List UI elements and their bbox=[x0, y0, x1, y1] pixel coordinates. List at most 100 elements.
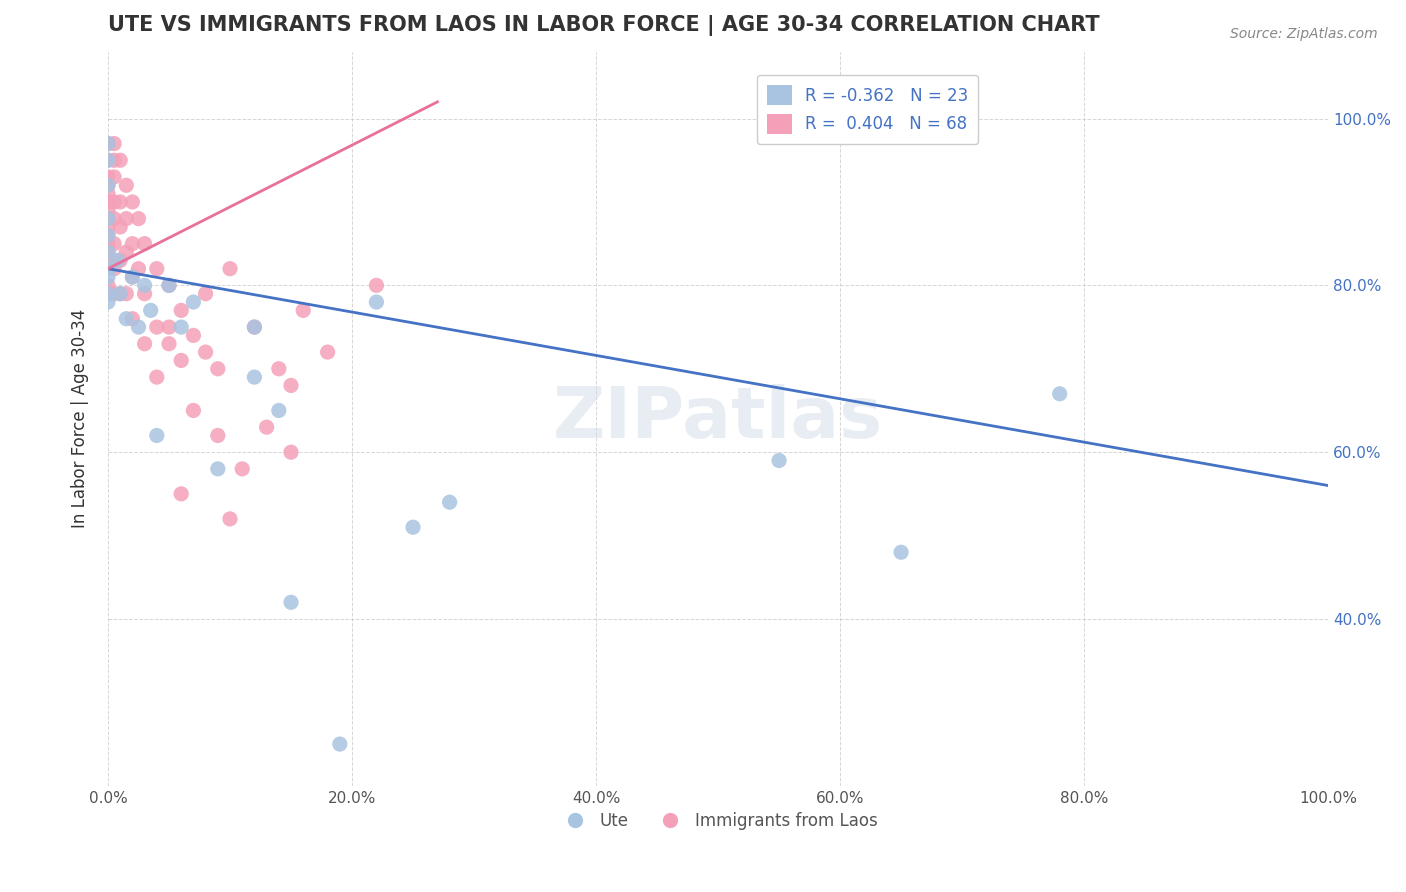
Point bbox=[243, 370, 266, 384]
Point bbox=[134, 336, 156, 351]
Point bbox=[267, 403, 290, 417]
Point bbox=[97, 261, 120, 276]
Point bbox=[1049, 386, 1071, 401]
Point bbox=[256, 420, 278, 434]
Point bbox=[207, 428, 229, 442]
Point bbox=[128, 211, 150, 226]
Point bbox=[97, 186, 120, 201]
Point bbox=[134, 278, 156, 293]
Point bbox=[97, 219, 120, 234]
Point bbox=[146, 320, 169, 334]
Point bbox=[97, 136, 120, 151]
Point bbox=[103, 261, 125, 276]
Point bbox=[108, 153, 131, 168]
Point bbox=[183, 403, 205, 417]
Point bbox=[280, 595, 302, 609]
Point bbox=[128, 261, 150, 276]
Point bbox=[103, 136, 125, 151]
Text: UTE VS IMMIGRANTS FROM LAOS IN LABOR FORCE | AGE 30-34 CORRELATION CHART: UTE VS IMMIGRANTS FROM LAOS IN LABOR FOR… bbox=[108, 15, 1099, 36]
Point bbox=[97, 278, 120, 293]
Point bbox=[170, 353, 193, 368]
Point bbox=[97, 153, 120, 168]
Legend: Ute, Immigrants from Laos: Ute, Immigrants from Laos bbox=[551, 805, 884, 836]
Point bbox=[108, 286, 131, 301]
Y-axis label: In Labor Force | Age 30-34: In Labor Force | Age 30-34 bbox=[72, 310, 89, 528]
Point bbox=[97, 228, 120, 243]
Point bbox=[97, 236, 120, 251]
Point bbox=[108, 253, 131, 268]
Point bbox=[329, 737, 352, 751]
Point bbox=[146, 370, 169, 384]
Point bbox=[97, 194, 120, 209]
Point bbox=[316, 345, 339, 359]
Point bbox=[157, 278, 180, 293]
Point bbox=[194, 286, 217, 301]
Point bbox=[97, 228, 120, 243]
Point bbox=[402, 520, 425, 534]
Point bbox=[97, 270, 120, 285]
Point bbox=[108, 286, 131, 301]
Point bbox=[134, 236, 156, 251]
Point bbox=[366, 295, 388, 310]
Point bbox=[890, 545, 912, 559]
Point bbox=[121, 311, 143, 326]
Point bbox=[194, 345, 217, 359]
Point bbox=[157, 320, 180, 334]
Point bbox=[170, 320, 193, 334]
Point bbox=[768, 453, 790, 467]
Point bbox=[97, 261, 120, 276]
Point bbox=[97, 203, 120, 218]
Point bbox=[103, 236, 125, 251]
Point bbox=[103, 169, 125, 184]
Point bbox=[108, 219, 131, 234]
Text: Source: ZipAtlas.com: Source: ZipAtlas.com bbox=[1230, 27, 1378, 41]
Point bbox=[134, 286, 156, 301]
Point bbox=[243, 320, 266, 334]
Point bbox=[366, 278, 388, 293]
Point bbox=[219, 512, 242, 526]
Point bbox=[157, 278, 180, 293]
Point bbox=[97, 211, 120, 226]
Point bbox=[115, 286, 138, 301]
Point bbox=[107, 253, 129, 268]
Point bbox=[97, 245, 120, 260]
Point bbox=[292, 303, 315, 318]
Point bbox=[97, 178, 120, 193]
Point bbox=[108, 194, 131, 209]
Point bbox=[280, 378, 302, 392]
Point bbox=[103, 194, 125, 209]
Text: ZIPatlas: ZIPatlas bbox=[553, 384, 883, 453]
Point bbox=[170, 487, 193, 501]
Point bbox=[115, 311, 138, 326]
Point bbox=[97, 169, 120, 184]
Point bbox=[183, 328, 205, 343]
Point bbox=[97, 211, 120, 226]
Point bbox=[146, 261, 169, 276]
Point bbox=[97, 253, 120, 268]
Point bbox=[219, 261, 242, 276]
Point bbox=[97, 245, 120, 260]
Point bbox=[121, 194, 143, 209]
Point bbox=[103, 286, 125, 301]
Point bbox=[146, 428, 169, 442]
Point bbox=[97, 178, 120, 193]
Point bbox=[97, 286, 120, 301]
Point bbox=[280, 445, 302, 459]
Point bbox=[170, 303, 193, 318]
Point bbox=[207, 361, 229, 376]
Point bbox=[121, 270, 143, 285]
Point bbox=[115, 178, 138, 193]
Point bbox=[243, 320, 266, 334]
Point bbox=[207, 462, 229, 476]
Point bbox=[183, 295, 205, 310]
Point bbox=[267, 361, 290, 376]
Point bbox=[128, 320, 150, 334]
Point bbox=[231, 462, 253, 476]
Point bbox=[97, 153, 120, 168]
Point bbox=[121, 236, 143, 251]
Point bbox=[103, 153, 125, 168]
Point bbox=[121, 270, 143, 285]
Point bbox=[97, 295, 120, 310]
Point bbox=[115, 245, 138, 260]
Point bbox=[97, 136, 120, 151]
